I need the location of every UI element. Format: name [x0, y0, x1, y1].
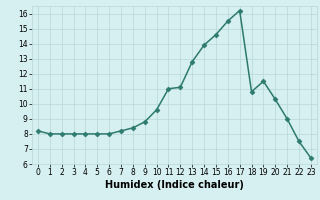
X-axis label: Humidex (Indice chaleur): Humidex (Indice chaleur) — [105, 180, 244, 190]
